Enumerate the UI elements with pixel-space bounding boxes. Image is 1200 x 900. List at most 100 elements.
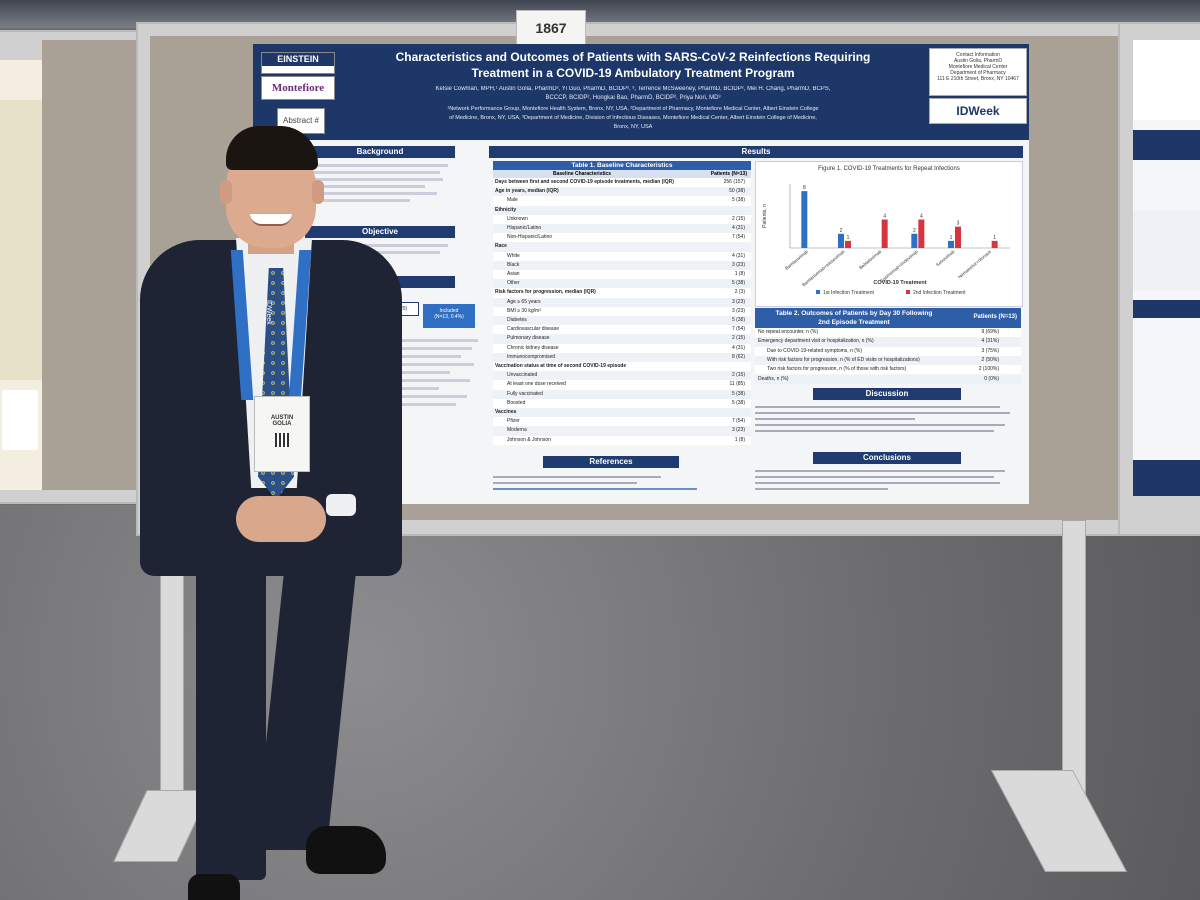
figure1-bar: [991, 240, 998, 248]
table1-cell-label: Asian: [507, 271, 520, 277]
contact-address: 111 E 210th Street, Bronx, NY 10467: [937, 76, 1019, 82]
figure1-legend-label: 2nd Infection Treatment: [913, 290, 966, 296]
einstein-logo: EINSTEIN: [261, 52, 335, 74]
table1-cell-value: 2 (15): [731, 372, 745, 379]
contact-dept: Department of Pharmacy: [950, 70, 1006, 76]
figure1-data-label: 3: [957, 221, 960, 227]
table2-cell-label: Two risk factors for progression, n (% o…: [767, 366, 907, 373]
table1-cell-value: 8 (62): [731, 353, 745, 360]
left-neighbor-poster: [0, 60, 42, 490]
table1-header: Baseline Characteristics Patients (N=13): [493, 170, 751, 178]
table1-row: Race: [493, 242, 751, 252]
methods-section-header: Methods: [305, 276, 455, 288]
table1-row: Ethnicity: [493, 205, 751, 215]
table1-row: Immunocompromised 8 (62): [493, 352, 751, 362]
table1-row: Moderna 3 (23): [493, 426, 751, 436]
figure1-bar: [838, 233, 844, 248]
table2-row: Due to COVID-19-related symptoms, n (%) 3…: [755, 346, 1021, 356]
table1-row: Asian 1 (8): [493, 270, 751, 280]
table2-cell-value: 9 (69%): [981, 329, 999, 335]
abstract-number-box: Abstract #: [277, 108, 325, 134]
table1-cell-value: 2 (3): [734, 289, 745, 296]
references-text: [493, 472, 733, 496]
figure1-tick-label: Bebtelovimab: [858, 249, 882, 271]
table2-row: With risk factors for progression, n (% …: [755, 355, 1021, 366]
table1-cell-value: 1 (8): [734, 436, 745, 443]
table1-cell-label: Diabetes: [507, 317, 527, 323]
research-poster: EINSTEIN Montefiore Abstract # Character…: [253, 44, 1029, 504]
table1-cell-value: 7 (54): [731, 326, 745, 333]
figure1-y-label: Patients, n: [762, 204, 768, 228]
table1-cell-label: White: [507, 252, 520, 259]
contact-title: Contact Information: [956, 52, 1000, 58]
table2-body: No repeat encounter, n (%) 9 (69%) Emergen…: [755, 328, 1021, 384]
methods-flow-box-included: Included (N=13, 0.4%): [423, 304, 475, 328]
table2-cell-value: 4 (31%): [981, 338, 999, 345]
table1-cell-value: 3 (23): [731, 427, 745, 434]
table1-row: Vaccination status at time of second COV…: [493, 362, 751, 372]
figure1-data-label: 4: [920, 214, 923, 220]
table1-cell-value: 4 (31): [731, 344, 745, 351]
table1-title: Table 1. Baseline Characteristics: [493, 161, 751, 170]
table1-cell-value: 7 (54): [731, 234, 745, 241]
table1-row: Boosted 5 (38): [493, 398, 751, 408]
discussion-section-header: Discussion: [813, 388, 961, 400]
poster-title-line2: Treatment in a COVID-19 Ambulatory Treat…: [471, 66, 795, 80]
figure1-tick-label: Casirivimab+imdevimab: [879, 249, 919, 284]
figure1-bar: [918, 219, 925, 248]
table2-row: Deaths, n (%) 0 (0%): [755, 374, 1021, 384]
background-text-block: [305, 160, 455, 220]
objective-section-header: Objective: [305, 226, 455, 238]
table1-row: Male 5 (38): [493, 196, 751, 206]
table1-cell-value: 1 (8): [734, 271, 745, 277]
table1-cell-value: 5 (38): [731, 197, 745, 204]
table1-row: Unvaccinated 2 (15): [493, 371, 751, 381]
board-leg-left: [160, 520, 184, 802]
table1-cell-value: 3 (23): [731, 307, 745, 314]
table1-cell-label: Age ≥ 65 years: [507, 298, 541, 305]
table1-row: Pulmonary disease 2 (15): [493, 334, 751, 344]
table1-row: Diabetes 5 (38): [493, 316, 751, 326]
table1-cell-value: 256 (157): [723, 179, 745, 185]
methods-included-count: (N=13, 0.4%): [434, 314, 464, 320]
table2-title-line2: 2nd Episode Treatment: [818, 319, 890, 326]
figure1-bar: [911, 233, 918, 248]
figure1-bar: [955, 226, 961, 248]
methods-flow-box-total: (N=3,029): [373, 302, 419, 316]
figure1-tick-label: Sotrovimab: [935, 249, 956, 268]
table1-cell-label: Unknown: [507, 215, 528, 222]
references-section-header: References: [543, 456, 679, 468]
table1-cell-label: Age in years, median (IQR): [495, 188, 559, 195]
poster-affiliation-line3: Bronx, NY, USA: [613, 124, 653, 130]
table2-cell-label: No repeat encounter, n (%): [758, 329, 819, 335]
table1-cell-label: Fully vaccinated: [507, 390, 543, 397]
table1-cell-value: 3 (23): [731, 298, 745, 305]
results-section-header: Results: [489, 146, 1023, 158]
table1-col1-header: Baseline Characteristics: [553, 171, 612, 177]
table1-row: BMI ≥ 30 kg/m² 3 (23): [493, 306, 751, 316]
montefiore-logo: Montefiore: [261, 76, 335, 100]
left-board-surface: [42, 40, 146, 490]
table2-row: Two risk factors for progression, n (% o…: [755, 365, 1021, 375]
figure1-bar: [845, 240, 851, 248]
figure1-data-label: 4: [883, 214, 886, 220]
figure1-data-label: 1: [847, 235, 850, 241]
table1-cell-label: Chronic kidney disease: [507, 344, 559, 351]
table1-cell-value: 2 (15): [731, 215, 745, 222]
table1-cell-label: Immunocompromised: [507, 353, 556, 360]
table2-cell-label: Due to COVID-19-related symptoms, n (%): [767, 347, 863, 354]
table1-cell-value: 5 (38): [731, 390, 745, 397]
table2-header: Table 2. Outcomes of Patients by Day 30 …: [755, 308, 1021, 328]
table1-cell-label: Pfizer: [507, 418, 520, 425]
table1-row: At least one dose received 11 (85): [493, 380, 751, 390]
table1-row: Hispanic/Latino 4 (31): [493, 224, 751, 234]
figure1-legend-swatch: [816, 290, 820, 294]
table1-cell-label: Days between first and second COVID-19 e…: [495, 179, 674, 185]
table1-cell-label: Unvaccinated: [507, 372, 538, 379]
table1-cell-label: Pulmonary disease: [507, 335, 550, 342]
table1-cell-value: 5 (38): [731, 280, 745, 287]
table1-cell-label: Ethnicity: [495, 206, 517, 213]
table1-cell-value: 7 (54): [731, 418, 745, 425]
figure1-title: Figure 1. COVID-19 Treatments for Repeat…: [818, 166, 960, 172]
table1-cell-label: Johnson & Johnson: [507, 436, 551, 443]
